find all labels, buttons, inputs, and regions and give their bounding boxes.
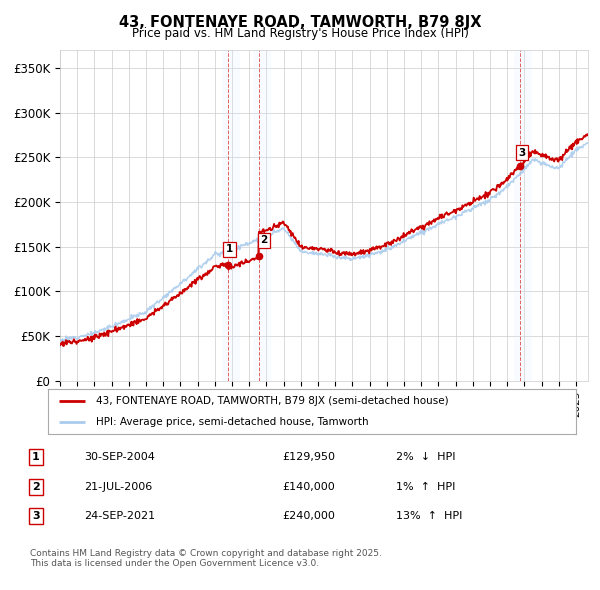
Text: 1: 1	[32, 453, 40, 462]
Text: This data is licensed under the Open Government Licence v3.0.: This data is licensed under the Open Gov…	[30, 559, 319, 568]
Text: 3: 3	[518, 148, 526, 158]
Text: 2: 2	[32, 482, 40, 491]
Text: 21-JUL-2006: 21-JUL-2006	[84, 482, 152, 491]
Text: 1%  ↑  HPI: 1% ↑ HPI	[396, 482, 455, 491]
Text: 24-SEP-2021: 24-SEP-2021	[84, 512, 155, 521]
Text: 1: 1	[226, 244, 233, 254]
Text: 43, FONTENAYE ROAD, TAMWORTH, B79 8JX (semi-detached house): 43, FONTENAYE ROAD, TAMWORTH, B79 8JX (s…	[95, 396, 448, 407]
Text: Contains HM Land Registry data © Crown copyright and database right 2025.: Contains HM Land Registry data © Crown c…	[30, 549, 382, 558]
Text: £240,000: £240,000	[282, 512, 335, 521]
Text: 3: 3	[32, 512, 40, 521]
Text: 2%  ↓  HPI: 2% ↓ HPI	[396, 453, 455, 462]
Text: 13%  ↑  HPI: 13% ↑ HPI	[396, 512, 463, 521]
Text: HPI: Average price, semi-detached house, Tamworth: HPI: Average price, semi-detached house,…	[95, 417, 368, 427]
Text: Price paid vs. HM Land Registry's House Price Index (HPI): Price paid vs. HM Land Registry's House …	[131, 27, 469, 40]
Text: £140,000: £140,000	[282, 482, 335, 491]
Text: 2: 2	[260, 235, 268, 245]
Bar	[253, 50, 271, 381]
Text: 43, FONTENAYE ROAD, TAMWORTH, B79 8JX: 43, FONTENAYE ROAD, TAMWORTH, B79 8JX	[119, 15, 481, 30]
Text: 30-SEP-2004: 30-SEP-2004	[84, 453, 155, 462]
Bar	[221, 50, 240, 381]
Bar	[514, 50, 532, 381]
Text: £129,950: £129,950	[282, 453, 335, 462]
